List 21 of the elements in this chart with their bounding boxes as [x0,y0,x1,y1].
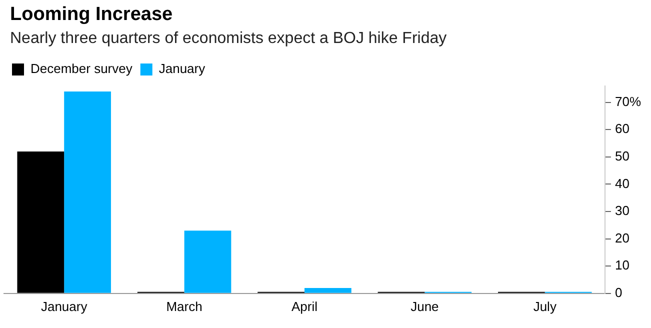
bar [64,91,111,293]
legend-label: December survey [30,61,133,76]
y-tick-label: 60 [614,121,630,136]
x-tick-label: June [410,298,439,314]
chart-subtitle: Nearly three quarters of economists expect a BOJ hike Friday [10,30,447,48]
chart-title: Looming Increase [10,4,173,26]
bar [184,230,232,293]
y-tick-label: 10 [614,258,630,273]
legend-label: January [158,61,206,76]
x-tick-label: July [533,298,557,314]
y-tick-label: 30 [614,203,630,218]
x-tick-label: March [166,298,202,314]
y-tick-label: 0 [614,284,622,300]
y-tick-label: 70% [614,94,642,109]
x-tick-label: April [291,298,318,314]
y-tick-label: 50 [614,148,630,164]
x-tick-label: January [40,298,88,314]
bar [17,151,64,293]
y-tick-label: 40 [614,176,630,191]
y-tick-label: 20 [614,230,630,246]
bar [304,288,352,293]
